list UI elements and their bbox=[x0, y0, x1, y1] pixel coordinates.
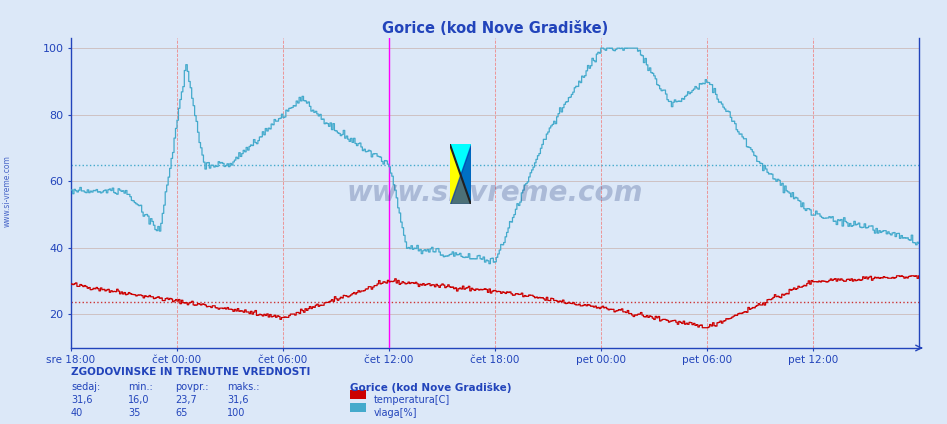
Text: 100: 100 bbox=[227, 408, 245, 418]
Text: 31,6: 31,6 bbox=[71, 395, 93, 405]
Text: www.si-vreme.com: www.si-vreme.com bbox=[3, 155, 12, 227]
Text: vlaga[%]: vlaga[%] bbox=[374, 408, 418, 418]
Text: 40: 40 bbox=[71, 408, 83, 418]
Text: 35: 35 bbox=[128, 408, 140, 418]
Text: 65: 65 bbox=[175, 408, 188, 418]
Text: maks.:: maks.: bbox=[227, 382, 259, 393]
Title: Gorice (kod Nove Gradiške): Gorice (kod Nove Gradiške) bbox=[382, 21, 608, 36]
Text: 31,6: 31,6 bbox=[227, 395, 249, 405]
Text: sedaj:: sedaj: bbox=[71, 382, 100, 393]
Text: www.si-vreme.com: www.si-vreme.com bbox=[347, 179, 643, 207]
Text: 16,0: 16,0 bbox=[128, 395, 150, 405]
Text: Gorice (kod Nove Gradiške): Gorice (kod Nove Gradiške) bbox=[350, 382, 512, 393]
Polygon shape bbox=[450, 144, 471, 204]
Text: temperatura[C]: temperatura[C] bbox=[374, 395, 451, 405]
Text: min.:: min.: bbox=[128, 382, 152, 393]
Text: ZGODOVINSKE IN TRENUTNE VREDNOSTI: ZGODOVINSKE IN TRENUTNE VREDNOSTI bbox=[71, 367, 311, 377]
Text: 23,7: 23,7 bbox=[175, 395, 197, 405]
Text: povpr.:: povpr.: bbox=[175, 382, 208, 393]
Polygon shape bbox=[450, 144, 471, 204]
